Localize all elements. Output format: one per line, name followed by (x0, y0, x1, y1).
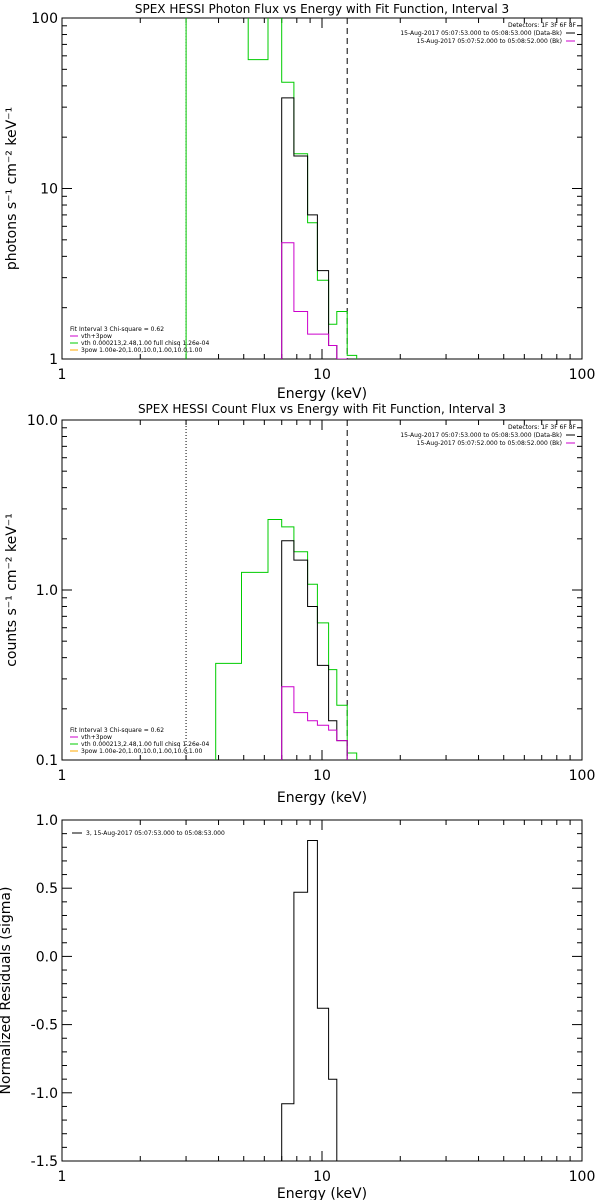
series-line-1 (281, 97, 348, 359)
legend-fit-info: Fit Interval 3 Chi-square = 0.62 (70, 326, 164, 333)
x-axis-label: Energy (keV) (277, 790, 367, 806)
y-tick-label: 100 (31, 11, 58, 27)
x-tick-label: 100 (569, 1169, 596, 1185)
y-tick-label: 0.5 (36, 881, 58, 897)
y-axis-label: counts s⁻¹ cm⁻² keV⁻¹ (4, 513, 20, 667)
y-tick-label: -1.5 (31, 1154, 58, 1170)
y-tick-label: 10 (40, 182, 58, 198)
chart-title: SPEX HESSI Photon Flux vs Energy with Fi… (135, 2, 509, 16)
x-axis-label: Energy (keV) (277, 1186, 367, 1200)
legend-detectors: Detectors: 1F 3F 6F 8F (508, 22, 577, 29)
chart-panel-2: 1 10 100 0.1 1.0 10.0 SPEX HESSI Count Flux vs… (4, 402, 595, 806)
plot-frame (61, 17, 583, 360)
series-line-1 (281, 540, 348, 760)
chart-panel-1: 1 10 100 1 10 100 SPEX HESSI Photon Flux vs En… (4, 2, 596, 402)
legend-entry: 15-Aug-2017 05:07:53.000 to 05:08:53.000… (400, 30, 562, 37)
legend-entry: vth+3pow (81, 734, 112, 741)
x-tick-label: 100 (569, 768, 596, 784)
x-tick-label: 100 (569, 367, 596, 383)
x-tick-label: 1 (58, 367, 67, 383)
legend-entry: vth 0.000213,2.48,1.00 full chisq 1.26e-… (81, 340, 209, 347)
y-tick-label: 0.0 (36, 949, 58, 965)
x-tick-label: 1 (58, 1169, 67, 1185)
legend-entry: 15-Aug-2017 05:07:52.000 to 05:08:52.000… (417, 38, 562, 45)
y-axis-label: Normalized Residuals (sigma) (0, 887, 14, 1095)
series-line-3 (215, 519, 358, 760)
plot-frame (61, 819, 583, 1162)
y-tick-label: -1.0 (31, 1086, 58, 1102)
series-line-3 (185, 18, 358, 359)
legend-detectors: Detectors: 1F 3F 6F 8F (508, 424, 577, 431)
plot-frame (61, 419, 583, 761)
legend-entry: 3pow 1.00e-20,1.00,10.0,1.00,10.0,1.00 (81, 748, 202, 755)
y-axis-label: photons s⁻¹ cm⁻² keV⁻¹ (4, 107, 20, 270)
x-tick-label: 10 (313, 1169, 331, 1185)
legend-entry: 15-Aug-2017 05:07:52.000 to 05:08:52.000… (417, 440, 562, 447)
y-tick-label: 1 (49, 352, 58, 368)
x-tick-label: 1 (58, 768, 67, 784)
chart-panel-3: 1 10 100 -1.5 -1.0 -0.5 0.0 0.5 1.0 Energy (keV) N… (0, 813, 595, 1200)
x-tick-label: 10 (313, 367, 331, 383)
y-tick-label: 1.0 (36, 583, 58, 599)
series-line-2 (281, 686, 348, 760)
legend-entry: 3pow 1.00e-20,1.00,10.0,1.00,10.0,1.00 (81, 347, 202, 354)
x-tick-label: 10 (313, 768, 331, 784)
chart-title: SPEX HESSI Count Flux vs Energy with Fit… (138, 402, 506, 416)
legend-entry: 15-Aug-2017 05:07:53.000 to 05:08:53.000… (400, 432, 562, 439)
legend-entry: vth+3pow (81, 333, 112, 340)
x-axis-label: Energy (keV) (277, 386, 367, 402)
series-line-2 (281, 242, 348, 359)
y-tick-label: -0.5 (31, 1018, 58, 1034)
y-tick-label: 1.0 (36, 813, 58, 829)
series-line-1 (281, 840, 338, 1161)
legend-fit-info: Fit Interval 3 Chi-square = 0.62 (70, 727, 164, 734)
legend-entry: 3, 15-Aug-2017 05:07:53.000 to 05:08:53.… (86, 830, 225, 837)
legend-entry: vth 0.000213,2.48,1.00 full chisq 1.26e-… (81, 741, 209, 748)
y-tick-label: 0.1 (36, 753, 58, 769)
y-tick-label: 10.0 (27, 413, 58, 429)
